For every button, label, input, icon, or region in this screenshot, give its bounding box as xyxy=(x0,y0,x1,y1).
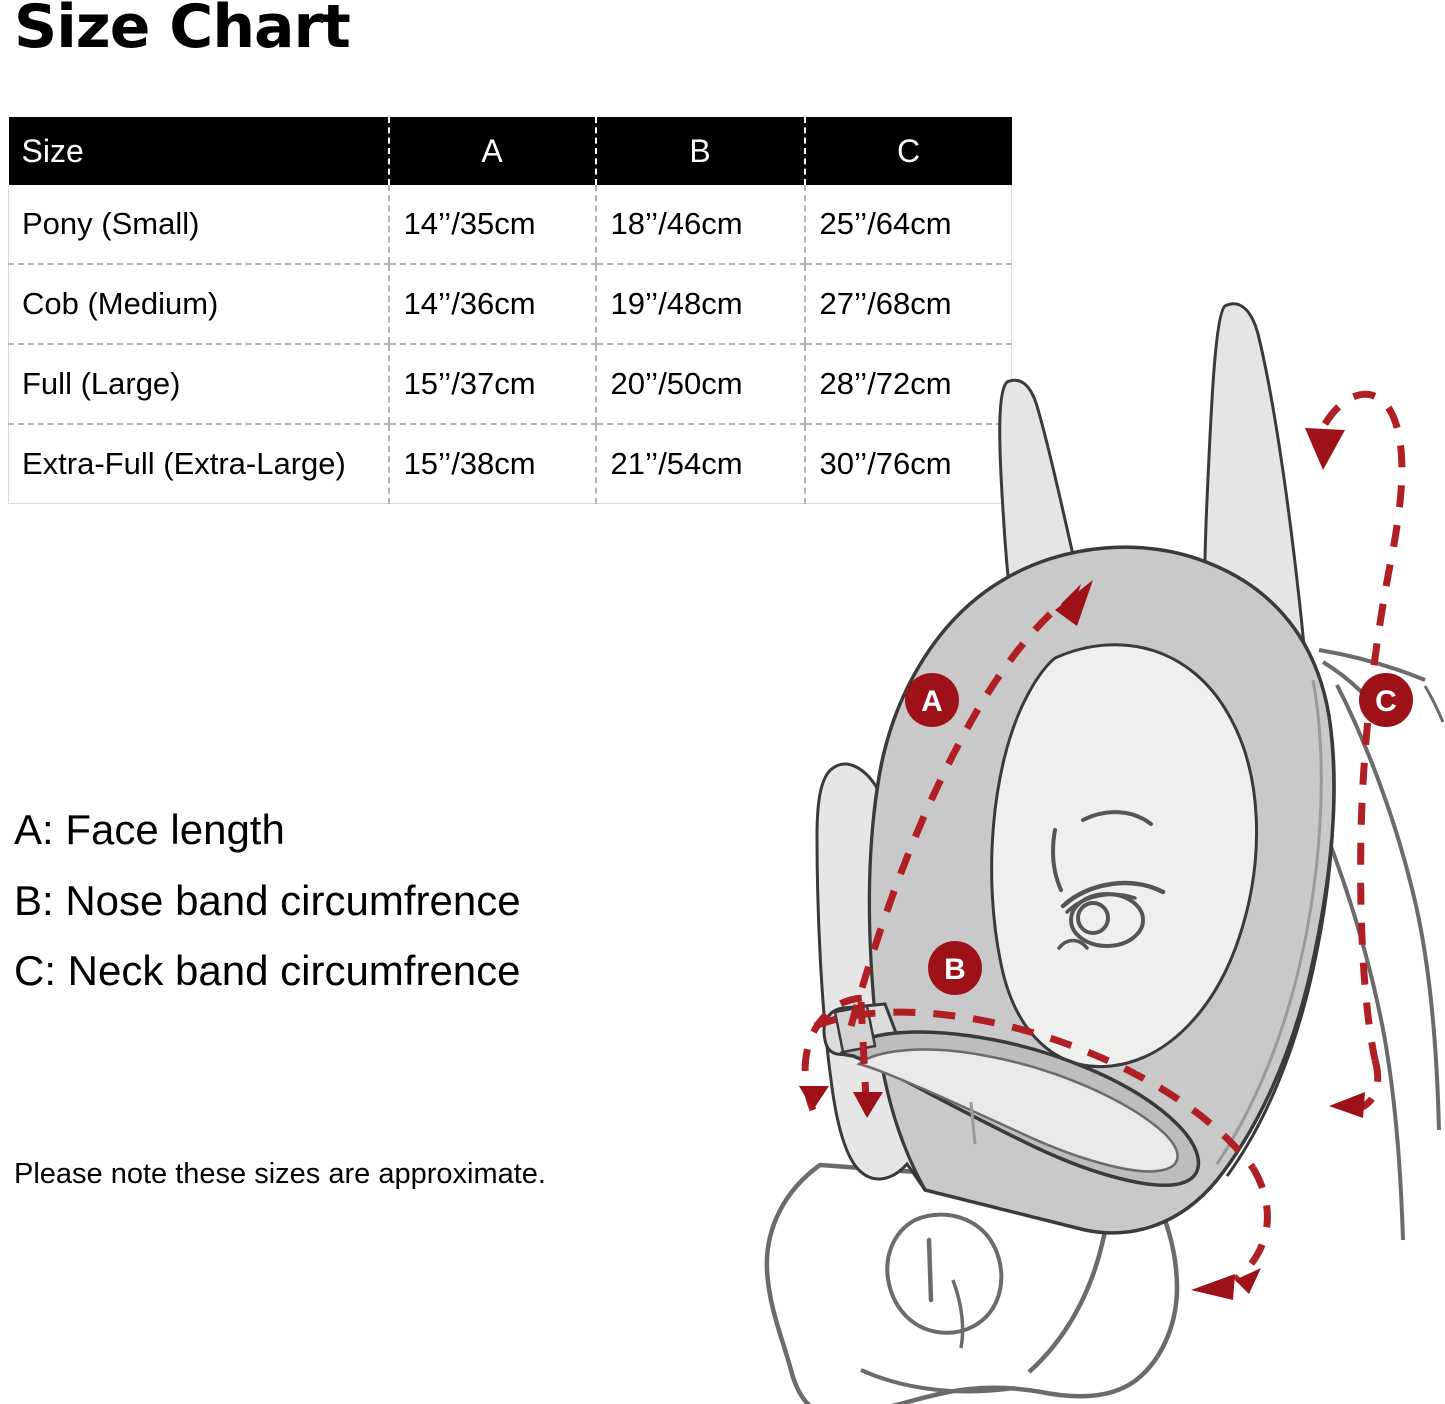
measurement-legend: A: Face length B: Nose band circumfrence… xyxy=(14,795,521,1007)
table-row: Full (Large) 15’’/37cm 20’’/50cm 28’’/72… xyxy=(8,344,1012,425)
marker-badge-a: A xyxy=(905,673,959,727)
size-chart-table: Size A B C Pony (Small) 14’’/35cm 18’’/4… xyxy=(8,117,1012,504)
cell-c: 28’’/72cm xyxy=(803,344,1012,425)
cell-size: Pony (Small) xyxy=(8,185,389,265)
cell-b: 21’’/54cm xyxy=(594,424,805,504)
measure-line-b xyxy=(799,994,1271,1300)
cell-b: 20’’/50cm xyxy=(594,344,805,425)
cell-b: 18’’/46cm xyxy=(594,185,805,265)
marker-badge-b: B xyxy=(928,941,982,995)
cell-a: 15’’/37cm xyxy=(387,344,596,425)
table-header: Size A B C xyxy=(8,117,1012,185)
marker-c-label: C xyxy=(1375,685,1397,718)
page-title: Size Chart xyxy=(14,0,351,62)
horse-fly-mask-diagram: A B C xyxy=(725,180,1445,1404)
marker-b-label: B xyxy=(944,953,966,986)
column-header-size: Size xyxy=(8,117,389,185)
footnote-text: Please note these sizes are approximate. xyxy=(14,1158,546,1190)
table-row: Pony (Small) 14’’/35cm 18’’/46cm 25’’/64… xyxy=(8,185,1012,265)
table-header-row: Size A B C xyxy=(8,117,1012,185)
legend-item-b: B: Nose band circumfrence xyxy=(14,876,521,924)
cell-b: 19’’/48cm xyxy=(594,264,805,345)
measure-line-c xyxy=(1305,390,1406,1118)
measure-line-a xyxy=(847,580,1093,1027)
cell-c: 25’’/64cm xyxy=(803,185,1012,265)
column-header-c: C xyxy=(803,117,1012,185)
cell-a: 14’’/35cm xyxy=(387,185,596,265)
table-body: Pony (Small) 14’’/35cm 18’’/46cm 25’’/64… xyxy=(8,185,1012,504)
legend-item-a: A: Face length xyxy=(14,806,285,853)
cell-size: Extra-Full (Extra-Large) xyxy=(8,424,389,504)
cell-size: Full (Large) xyxy=(8,344,389,425)
cell-a: 14’’/36cm xyxy=(387,264,596,345)
cell-a: 15’’/38cm xyxy=(387,424,596,504)
fly-mask xyxy=(815,545,1336,1235)
legend-item-c: C: Neck band circumfrence xyxy=(14,947,521,995)
horse-eye xyxy=(1051,810,1166,950)
cell-size: Cob (Medium) xyxy=(8,264,389,345)
cell-c: 27’’/68cm xyxy=(803,264,1012,345)
marker-badge-c: C xyxy=(1359,673,1413,727)
table-row: Extra-Full (Extra-Large) 15’’/38cm 21’’/… xyxy=(8,424,1012,504)
cell-c: 30’’/76cm xyxy=(803,424,1012,504)
table-row: Cob (Medium) 14’’/36cm 19’’/48cm 27’’/68… xyxy=(8,264,1012,345)
marker-a-label: A xyxy=(921,685,943,718)
column-header-b: B xyxy=(594,117,805,185)
column-header-a: A xyxy=(387,117,596,185)
